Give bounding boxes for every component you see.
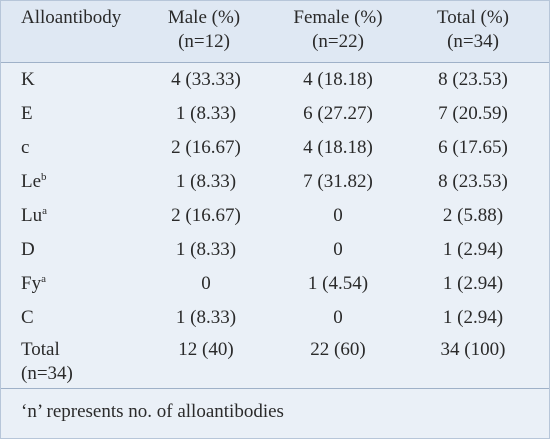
row-total: 2 (5.88) <box>442 205 504 226</box>
header-male-label: Male (%) <box>167 7 241 28</box>
row-male: 1 (8.33) <box>175 103 237 124</box>
row-antibody: D <box>21 239 35 260</box>
header-male-count: (n=12) <box>178 31 230 52</box>
row-antibody: K <box>21 69 35 90</box>
row-antibody: E <box>21 103 33 124</box>
row-antibody: Fya <box>21 273 46 294</box>
header-female: Female (%) (n=22) <box>275 6 401 54</box>
row-male: 1 (8.33) <box>175 239 237 260</box>
header-female-count: (n=22) <box>312 31 364 52</box>
row-female: 0 <box>333 307 343 328</box>
row-antibody: c <box>21 137 30 158</box>
row-female: 1 (4.54) <box>307 273 369 294</box>
footnote: ‘n’ represents no. of alloantibodies <box>21 401 284 422</box>
row-total: 8 (23.53) <box>438 69 508 90</box>
table-row: D 1 (8.33) 0 1 (2.94) <box>1 233 549 267</box>
row-antibody: C <box>21 307 34 328</box>
row-female: 0 <box>333 205 343 226</box>
row-female: 7 (31.82) <box>303 171 373 192</box>
header-female-label: Female (%) <box>293 7 383 28</box>
row-antibody: Leb <box>21 171 47 192</box>
row-male: 4 (33.33) <box>171 69 241 90</box>
table-row: E 1 (8.33) 6 (27.27) 7 (20.59) <box>1 97 549 131</box>
total-row-label: Total (n=34) <box>21 338 73 386</box>
table-footer: ‘n’ represents no. of alloantibodies <box>1 388 549 439</box>
header-alloantibody: Alloantibody <box>21 7 122 28</box>
row-male: 1 (8.33) <box>175 307 237 328</box>
header-total: Total (%) (n=34) <box>417 6 529 54</box>
total-row-female: 22 (60) <box>310 339 366 360</box>
row-total: 1 (2.94) <box>442 307 504 328</box>
table-row: K 4 (33.33) 4 (18.18) 8 (23.53) <box>1 63 549 97</box>
table-row: c 2 (16.67) 4 (18.18) 6 (17.65) <box>1 131 549 165</box>
total-row-label-line1: Total <box>21 339 60 360</box>
row-female: 0 <box>333 239 343 260</box>
table-header: Alloantibody Male (%) (n=12) Female (%) … <box>1 1 549 63</box>
table-row: C 1 (8.33) 0 1 (2.94) <box>1 301 549 335</box>
row-female: 4 (18.18) <box>303 137 373 158</box>
row-total: 1 (2.94) <box>442 273 504 294</box>
row-male: 1 (8.33) <box>175 171 237 192</box>
row-female: 6 (27.27) <box>303 103 373 124</box>
table-row: Lua 2 (16.67) 0 2 (5.88) <box>1 199 549 233</box>
row-male: 2 (16.67) <box>171 137 241 158</box>
row-total: 6 (17.65) <box>438 137 508 158</box>
row-female: 4 (18.18) <box>303 69 373 90</box>
header-total-count: (n=34) <box>447 31 499 52</box>
row-male: 2 (16.67) <box>171 205 241 226</box>
total-row-label-line2: (n=34) <box>21 363 73 384</box>
total-row-male: 12 (40) <box>178 339 234 360</box>
header-total-label: Total (%) <box>436 7 509 28</box>
header-male: Male (%) (n=12) <box>151 6 257 54</box>
table-row: Leb 1 (8.33) 7 (31.82) 8 (23.53) <box>1 165 549 199</box>
row-total: 8 (23.53) <box>438 171 508 192</box>
total-row-total: 34 (100) <box>440 339 506 360</box>
row-total: 1 (2.94) <box>442 239 504 260</box>
table-row: Fya 0 1 (4.54) 1 (2.94) <box>1 267 549 301</box>
row-male: 0 <box>201 273 211 294</box>
total-row: Total (n=34) 12 (40) 22 (60) 34 (100) <box>1 335 549 387</box>
row-antibody: Lua <box>21 205 47 226</box>
row-total: 7 (20.59) <box>438 103 508 124</box>
